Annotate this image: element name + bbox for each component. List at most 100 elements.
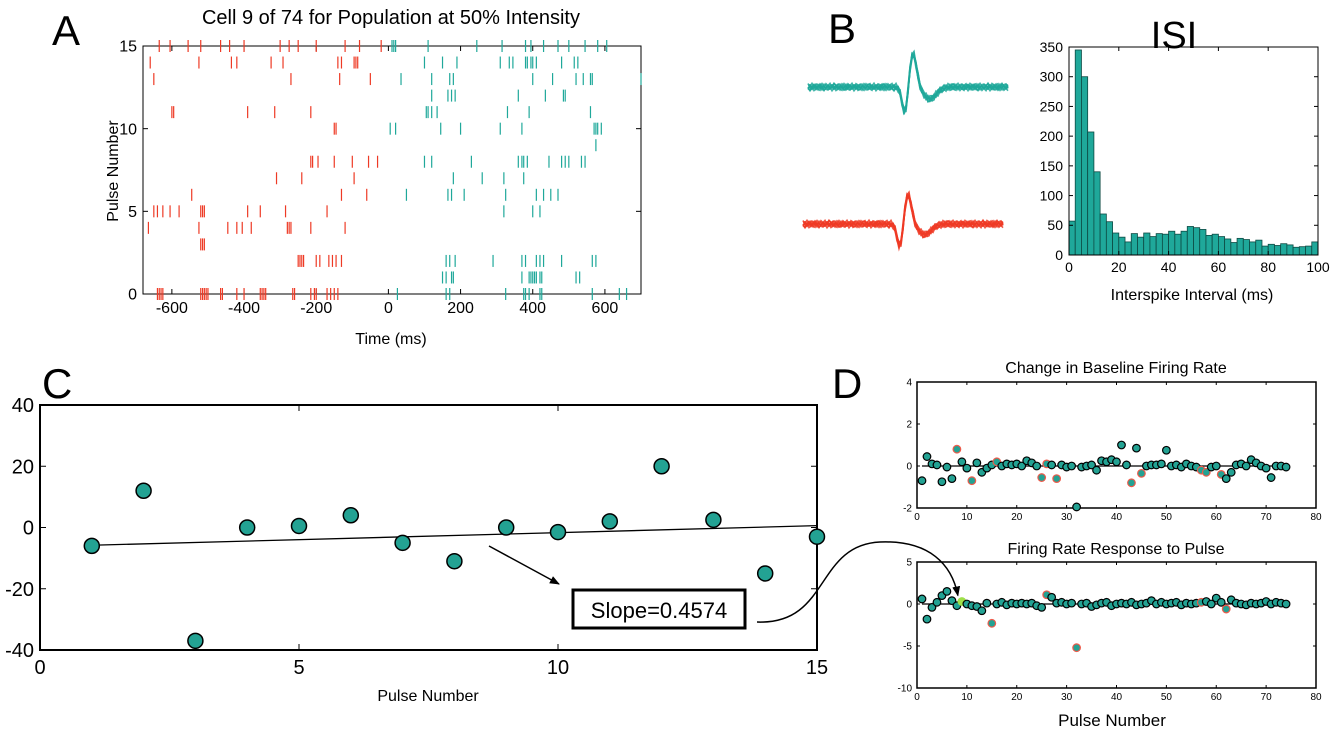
scatter-point [1047,460,1057,470]
scatter-point [1052,474,1062,484]
scatter-point [982,598,992,608]
isi-bar [1074,49,1082,256]
y-tick-label: 5 [128,204,137,221]
scatter-point [932,460,942,470]
slope-point [601,513,619,530]
isi-bar [1068,220,1076,256]
slope-xlabel: Pulse Number [377,688,479,705]
isi-bar [1224,238,1232,256]
y-tick-label: 0 [1055,247,1063,263]
panel-letter-c: C [42,360,72,407]
x-tick-label: 200 [447,300,474,317]
red-waveform [802,192,1004,248]
isi-bar [1274,245,1282,256]
scatter-point [917,476,927,486]
isi-bar [1186,226,1194,256]
scatter-point [1032,461,1042,471]
scatter-point [932,597,942,607]
isi-bar [1286,244,1294,256]
scatter-point [947,474,957,484]
x-tick-label: 20 [1011,512,1023,523]
isi-bar [1174,233,1182,256]
response-title: Firing Rate Response to Pulse [1008,541,1225,558]
fit-line [91,525,818,546]
isi-bar [1242,239,1250,256]
x-tick-label: 20 [1111,259,1127,275]
slope-point [290,517,308,535]
x-tick-label: 100 [1306,259,1330,275]
slope-point [238,519,256,536]
scatter-point [1072,502,1081,512]
response-axes [916,561,1317,689]
y-tick-label: -10 [898,684,913,695]
baseline-axes [916,381,1317,509]
scatter-point [1201,467,1211,477]
isi-bar [1249,241,1257,256]
scatter-point [942,462,952,472]
scatter-point [1132,443,1141,453]
scatter-point [1112,457,1121,467]
x-tick-label: 10 [961,512,973,523]
annotation-connectors [756,541,961,623]
slope-point [497,519,515,536]
isi-xlabel: Interspike Interval (ms) [1111,287,1274,304]
x-tick-label: 80 [1260,259,1276,275]
scatter-point [1067,461,1077,471]
scatter-point [987,618,997,628]
raster-title: Cell 9 of 74 for Population at 50% Inten… [202,7,580,29]
x-tick-label: 0 [1065,259,1073,275]
scatter-point [1216,597,1226,607]
isi-bar [1267,243,1275,256]
panel-letter-a: A [52,7,80,54]
isi-bar [1143,232,1151,256]
y-tick-label: -40 [5,640,34,662]
x-tick-label: 30 [1061,512,1073,523]
isi-bar [1292,246,1300,256]
scatter-point [1161,445,1171,455]
x-tick-label: 10 [547,657,569,679]
isi-bar [1130,233,1138,256]
x-tick-label: 5 [293,657,304,679]
scatter-point [957,457,967,467]
isi-bar [1124,241,1132,256]
scatter-point [922,452,932,461]
x-tick-label: 60 [1211,512,1223,523]
y-tick-label: 0 [906,462,912,473]
x-tick-label: -200 [300,300,332,317]
scatter-point [1092,465,1101,475]
scatter-point [977,606,987,616]
slope-arrow [488,545,560,585]
isi-bar [1180,230,1188,256]
x-tick-label: 50 [1161,512,1173,523]
slope-point [756,565,774,582]
scatter-point [1067,598,1077,608]
y-tick-label: 20 [12,456,34,478]
baseline-title: Change in Baseline Firing Rate [1005,360,1227,377]
scatter-point [1087,460,1096,470]
x-tick-label: 50 [1161,692,1173,703]
isi-bar [1161,233,1169,256]
isi-bar [1211,233,1219,256]
x-tick-label: 40 [1111,512,1123,523]
scatter-point [942,587,952,596]
isi-bar [1137,236,1145,256]
scatter-point [947,596,957,606]
scatter-point [1047,592,1057,602]
isi-bar [1118,236,1126,256]
isi-bar [1087,131,1095,256]
x-tick-label: 70 [1261,512,1273,523]
slope-point [446,552,463,570]
slope-point [394,534,411,552]
scatter-point [1127,478,1136,488]
x-tick-label: -400 [228,300,260,317]
scatter-point [1072,643,1081,653]
y-tick-label: 200 [1040,128,1064,144]
scatter-point [1037,602,1047,612]
isi-bar [1193,227,1201,256]
scatter-point [917,594,927,604]
isi-bar [1199,229,1207,256]
isi-bar [1112,232,1120,256]
red-waveform [802,194,1004,243]
isi-bar [1105,221,1113,256]
